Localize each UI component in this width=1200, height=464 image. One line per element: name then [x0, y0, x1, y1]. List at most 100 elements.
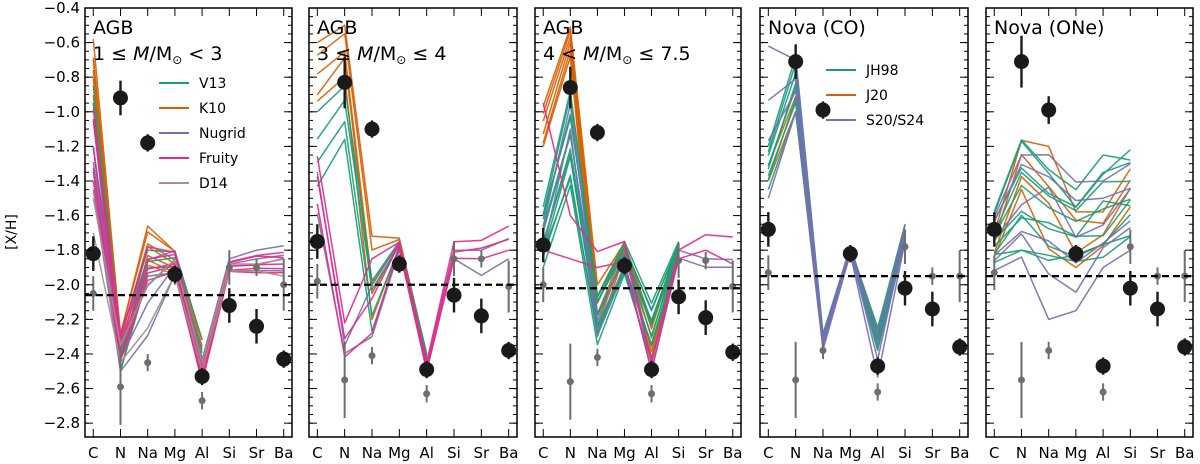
secondary-point: [368, 352, 376, 360]
panel-frame: [308, 7, 518, 438]
panel-frame: [985, 7, 1194, 438]
model-line-s20s24: [993, 220, 1131, 264]
observed-point: [671, 289, 687, 305]
model-line-v13: [316, 138, 428, 363]
x-tick-label: C: [538, 444, 548, 462]
x-tick-label: Na: [362, 444, 382, 462]
y-tick-label: −2.0: [44, 276, 80, 294]
panel-subtitle: 3 ≤ M/M⊙ ≤ 4: [317, 43, 446, 67]
secondary-point: [792, 376, 800, 384]
y-tick-label: −2.6: [44, 380, 80, 398]
model-line-nugrid: [316, 213, 510, 372]
secondary-point: [341, 376, 349, 384]
x-tick-label: Ba: [723, 444, 742, 462]
secondary-point: [566, 378, 574, 386]
observed-point: [986, 221, 1002, 237]
secondary-point: [593, 353, 601, 361]
y-tick-label: −1.6: [44, 207, 80, 225]
observed-point: [760, 221, 776, 237]
legend: V13 K10 Nugrid Fruity D14: [159, 76, 246, 192]
secondary-point: [1099, 388, 1107, 396]
model-line-s20s24: [767, 111, 906, 378]
observed-point: [788, 54, 804, 70]
model-line-k10: [542, 49, 680, 359]
legend-label: S20/S24: [866, 113, 924, 129]
legend-label: JH98: [865, 63, 898, 79]
panel-title: Nova (CO): [768, 17, 866, 39]
legend-label: K10: [199, 101, 226, 117]
model-line-nugrid: [316, 172, 509, 364]
x-tick-label: Si: [1123, 444, 1137, 462]
panel-title: AGB: [317, 17, 357, 39]
y-tick-label: −2.8: [44, 414, 80, 432]
observed-point: [698, 310, 714, 326]
observed-point: [870, 358, 886, 374]
observed-point: [249, 318, 265, 334]
model-line-v13: [542, 153, 680, 346]
panel-title: AGB: [93, 17, 133, 39]
x-tick-label: Al: [195, 444, 209, 462]
y-tick-label: −0.8: [44, 68, 80, 86]
secondary-point: [116, 383, 124, 391]
model-line-jh98: [993, 139, 1131, 212]
secondary-point: [477, 255, 485, 263]
panel-frame: [534, 7, 742, 438]
model-line-jh98: [994, 234, 1131, 262]
x-tick-label: Mg: [388, 444, 410, 462]
observed-point: [221, 298, 237, 314]
secondary-point: [280, 281, 288, 289]
y-tick-label: −1.0: [44, 103, 80, 121]
model-line-jh98: [993, 199, 1131, 247]
model-line-s20s24: [993, 226, 1131, 294]
x-tick-label: Al: [1096, 444, 1110, 462]
x-tick-label: C: [989, 444, 999, 462]
x-tick-label: Sr: [1150, 444, 1167, 462]
model-line-fruity: [542, 102, 733, 364]
x-tick-label: Si: [222, 444, 236, 462]
legend-label: Nugrid: [199, 126, 246, 142]
model-line-k10: [316, 32, 428, 356]
plot-area: [760, 44, 968, 418]
secondary-point: [874, 388, 882, 396]
model-line-k10: [316, 24, 428, 355]
panel-5: C N Na Mg Al Si Sr Ba Nova (ONe): [985, 7, 1194, 462]
observed-point: [337, 74, 353, 90]
y-tick-label: −1.2: [44, 137, 80, 155]
x-tick-label: Mg: [839, 444, 861, 462]
observed-point: [446, 287, 462, 303]
x-tick-label: Al: [419, 444, 433, 462]
observed-point: [1095, 358, 1111, 374]
secondary-point: [928, 272, 936, 280]
x-tick-label: N: [1016, 444, 1027, 462]
x-tick-label: Si: [672, 444, 686, 462]
observed-point: [473, 308, 489, 324]
secondary-point: [1126, 243, 1134, 251]
observed-point: [897, 280, 913, 296]
secondary-point: [764, 269, 772, 277]
panel-frame: [759, 7, 969, 438]
model-line-k10: [316, 76, 428, 363]
y-tick-label: −0.6: [44, 34, 80, 52]
model-line-k10: [542, 41, 680, 353]
model-line-v13: [542, 90, 680, 304]
observed-point: [562, 80, 578, 96]
model-line-jh98: [993, 184, 1131, 236]
x-tick-label: N: [565, 444, 576, 462]
observed-point: [1177, 339, 1193, 355]
observed-point: [112, 90, 128, 106]
panel-title: AGB: [543, 17, 583, 39]
panel-1: −2.8 −2.6 −2.4 −2.2 −2.0 −1.8 −1.6 −1.4 −1.2 −1.0…: [44, 0, 294, 462]
observed-point: [276, 351, 292, 367]
model-line-v13: [92, 85, 203, 340]
x-tick-label: C: [88, 444, 98, 462]
observed-point: [725, 344, 741, 360]
x-tick-label: Na: [587, 444, 607, 462]
model-line-s20s24: [993, 249, 1131, 321]
secondary-point: [990, 269, 998, 277]
observed-point: [391, 256, 407, 272]
secondary-point: [253, 263, 261, 271]
x-tick-label: N: [790, 444, 801, 462]
legend: JH98 J20 S20/S24: [826, 63, 924, 129]
secondary-point: [198, 397, 206, 405]
x-tick-label: Na: [137, 444, 157, 462]
